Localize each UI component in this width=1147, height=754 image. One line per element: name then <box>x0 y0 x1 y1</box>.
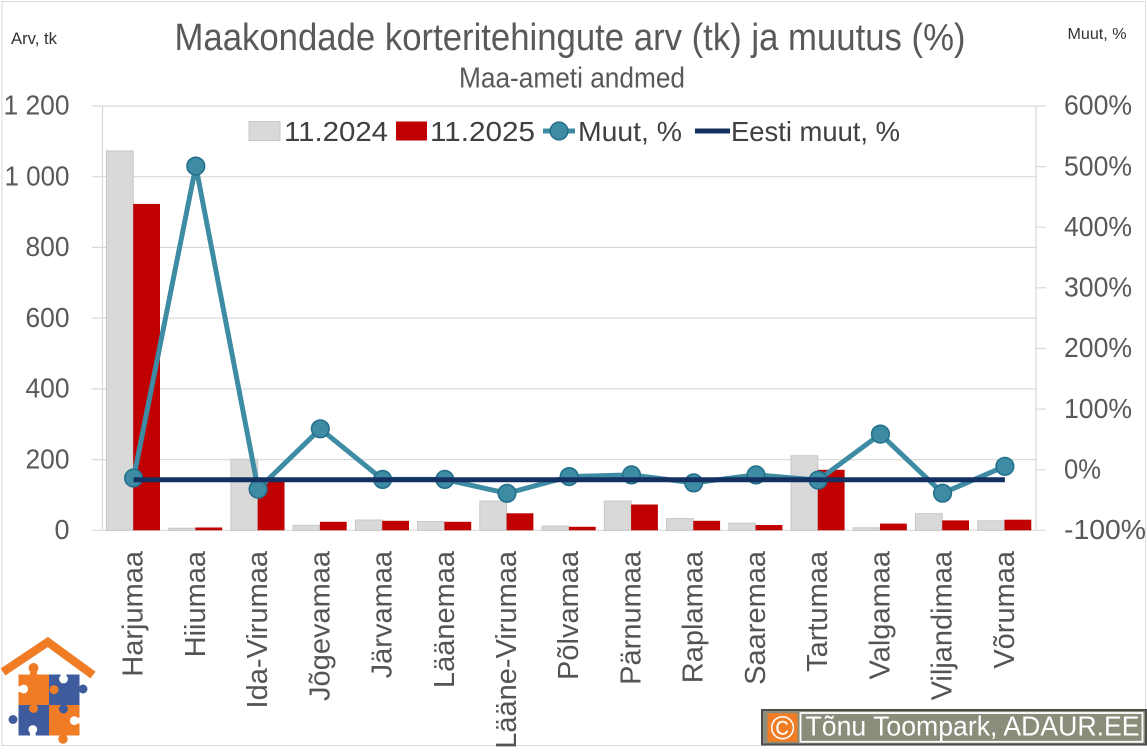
svg-text:Maa-ameti andmed: Maa-ameti andmed <box>459 63 685 95</box>
svg-text:100%: 100% <box>1064 393 1132 424</box>
svg-text:Eesti muut, %: Eesti muut, % <box>731 116 900 147</box>
svg-text:400: 400 <box>26 373 70 404</box>
svg-text:Ida-Virumaa: Ida-Virumaa <box>242 550 274 708</box>
svg-text:Raplamaa: Raplamaa <box>678 550 710 683</box>
svg-text:Maakondade korteritehingute ar: Maakondade korteritehingute arv (tk) ja … <box>175 17 966 59</box>
svg-text:Muut, %: Muut, % <box>578 116 682 147</box>
svg-text:Muut, %: Muut, % <box>1068 26 1127 43</box>
svg-text:Pärnumaa: Pärnumaa <box>616 550 648 685</box>
svg-text:Lääne-Virumaa: Lääne-Virumaa <box>491 550 523 749</box>
svg-text:Tartumaa: Tartumaa <box>802 550 834 672</box>
svg-text:600: 600 <box>26 302 70 333</box>
svg-text:Saaremaa: Saaremaa <box>740 550 772 685</box>
svg-text:Järvamaa: Järvamaa <box>367 550 399 678</box>
svg-text:Viljandimaa: Viljandimaa <box>927 550 959 700</box>
svg-text:11.2024: 11.2024 <box>284 116 388 147</box>
svg-text:Tõnu Toompark, ADAUR.EE: Tõnu Toompark, ADAUR.EE <box>806 711 1140 742</box>
svg-text:Põlvamaa: Põlvamaa <box>553 550 585 680</box>
svg-text:-100%: -100% <box>1064 514 1146 545</box>
svg-text:Jõgevamaa: Jõgevamaa <box>304 550 336 701</box>
svg-text:800: 800 <box>26 231 70 262</box>
svg-text:400%: 400% <box>1064 211 1132 242</box>
svg-text:0%: 0% <box>1064 453 1101 484</box>
svg-text:Arv, tk: Arv, tk <box>11 30 58 48</box>
svg-text:Harjumaa: Harjumaa <box>118 550 150 677</box>
svg-text:500%: 500% <box>1064 150 1132 181</box>
svg-text:0: 0 <box>55 514 70 545</box>
svg-text:Valgamaa: Valgamaa <box>864 550 896 679</box>
svg-text:200: 200 <box>26 443 70 474</box>
svg-text:1 000: 1 000 <box>5 160 70 191</box>
svg-text:200%: 200% <box>1064 332 1132 363</box>
svg-text:1 200: 1 200 <box>4 90 70 121</box>
svg-text:©: © <box>770 709 794 746</box>
svg-text:Läänemaa: Läänemaa <box>429 550 461 688</box>
svg-text:11.2025: 11.2025 <box>430 116 535 147</box>
svg-text:300%: 300% <box>1064 272 1132 303</box>
svg-text:600%: 600% <box>1064 90 1132 121</box>
svg-text:Hiiumaa: Hiiumaa <box>180 550 212 657</box>
svg-text:Võrumaa: Võrumaa <box>989 550 1021 669</box>
